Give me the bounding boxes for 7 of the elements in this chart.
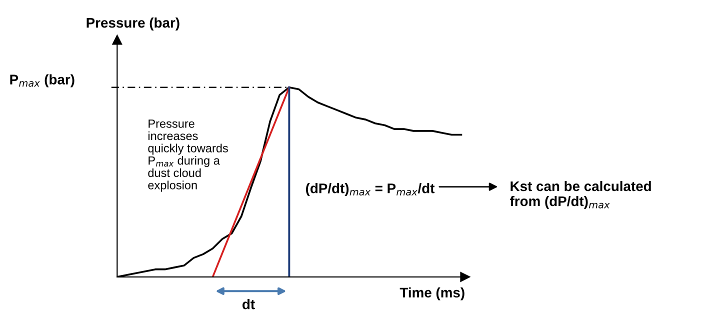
text: dt	[242, 299, 255, 310]
annotation: Pressure increases quickly towards P$_{max}$ during a dust cloud explosion	[148, 120, 228, 192]
ref-line-label: P$_{max}$ (bar)	[10, 74, 74, 88]
y-axis-title: Pressure (bar)	[86, 18, 180, 30]
annotation: (dP/dt)$_{max}$ = P$_{max}$/dt	[306, 183, 435, 196]
x-axis-title: Time (ms)	[400, 287, 464, 300]
text: Kst can be calculated from (dP/dt)$_{max}$	[510, 180, 651, 209]
